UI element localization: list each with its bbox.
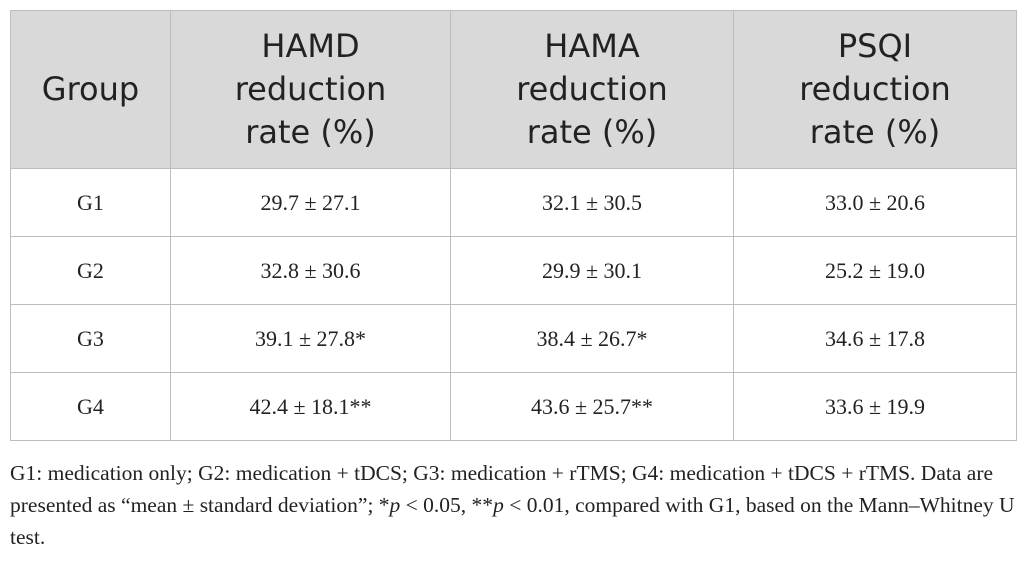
- table-row: G1 29.7 ± 27.1 32.1 ± 30.5 33.0 ± 20.6: [10, 168, 1017, 237]
- table-row: G4 42.4 ± 18.1** 43.6 ± 25.7** 33.6 ± 19.9: [10, 372, 1017, 441]
- footnote-text: p: [389, 493, 401, 517]
- footnote-text: p: [493, 493, 504, 517]
- footnote-text: < 0.05, **: [400, 493, 494, 517]
- footnote-text: G1: medication only; G2: medication + tD…: [10, 461, 994, 517]
- value-cell: 32.8 ± 30.6: [170, 236, 451, 305]
- header-cell: HAMA reduction rate (%): [450, 10, 734, 169]
- value-cell: 34.6 ± 17.8: [733, 304, 1017, 373]
- header-row: Group HAMD reduction rate (%) HAMA reduc…: [10, 10, 1017, 169]
- group-cell: G1: [10, 168, 171, 237]
- table-row: G2 32.8 ± 30.6 29.9 ± 30.1 25.2 ± 19.0: [10, 236, 1017, 305]
- header-cell: Group: [10, 10, 171, 169]
- table-body: G1 29.7 ± 27.1 32.1 ± 30.5 33.0 ± 20.6 G2 32.…: [10, 168, 1017, 441]
- results-table: Group HAMD reduction rate (%) HAMA reduc…: [10, 10, 1017, 441]
- value-cell: 29.7 ± 27.1: [170, 168, 451, 237]
- value-cell: 32.1 ± 30.5: [450, 168, 734, 237]
- value-cell: 42.4 ± 18.1**: [170, 372, 451, 441]
- header-cell: HAMD reduction rate (%): [170, 10, 451, 169]
- footnote: G1: medication only; G2: medication + tD…: [10, 457, 1016, 553]
- value-cell: 38.4 ± 26.7*: [450, 304, 734, 373]
- value-cell: 43.6 ± 25.7**: [450, 372, 734, 441]
- table-row: G3 39.1 ± 27.8* 38.4 ± 26.7* 34.6 ± 17.8: [10, 304, 1017, 373]
- group-cell: G2: [10, 236, 171, 305]
- group-cell: G4: [10, 372, 171, 441]
- header-cell: PSQI reduction rate (%): [733, 10, 1017, 169]
- value-cell: 29.9 ± 30.1: [450, 236, 734, 305]
- value-cell: 33.6 ± 19.9: [733, 372, 1017, 441]
- value-cell: 33.0 ± 20.6: [733, 168, 1017, 237]
- group-cell: G3: [10, 304, 171, 373]
- footnote-text: < 0.01, compared with G1, based on the M…: [10, 493, 1015, 549]
- value-cell: 25.2 ± 19.0: [733, 236, 1017, 305]
- value-cell: 39.1 ± 27.8*: [170, 304, 451, 373]
